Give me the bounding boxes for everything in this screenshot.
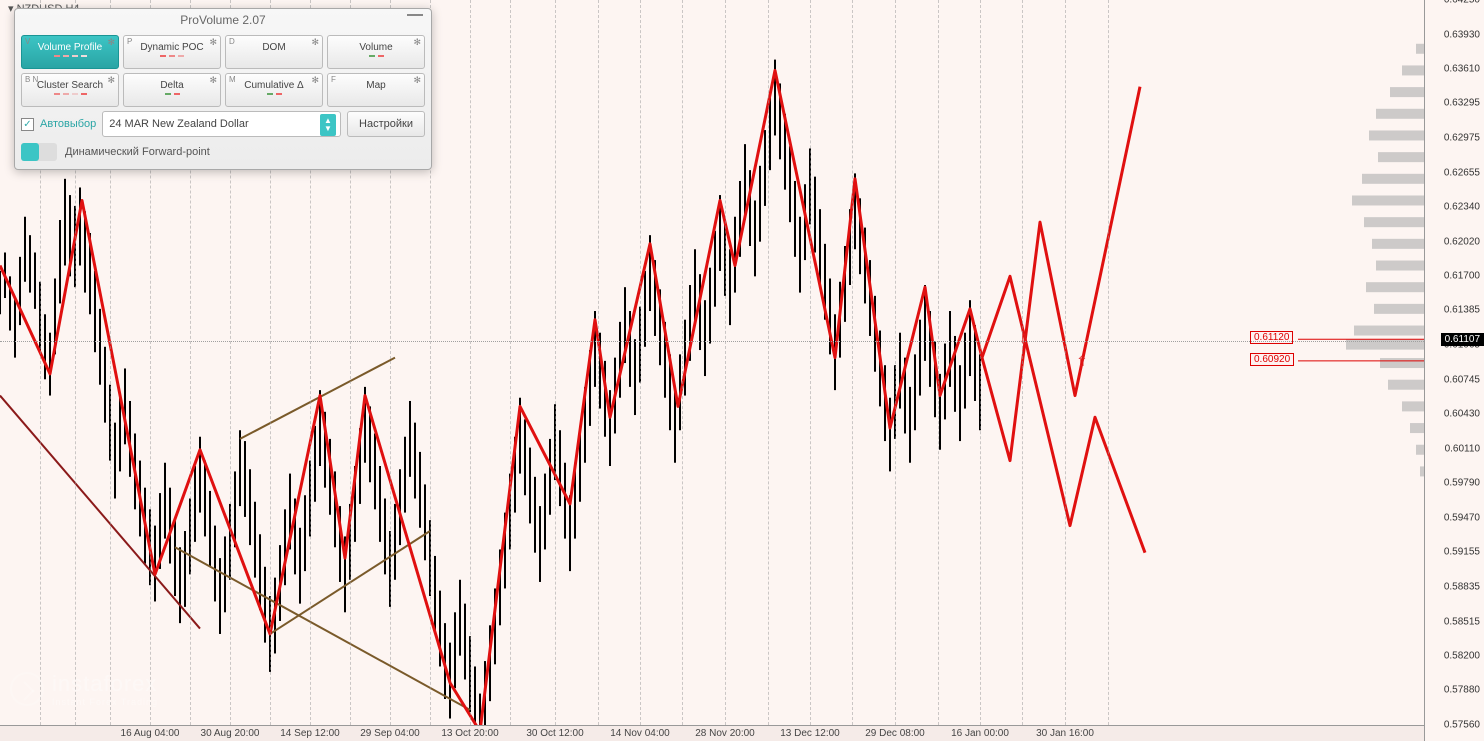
x-tick-label: 30 Aug 20:00 — [201, 728, 260, 739]
y-tick-label: 0.59470 — [1444, 513, 1480, 524]
gear-icon[interactable]: ✻ — [107, 75, 115, 86]
time-gridline — [1065, 0, 1066, 725]
panel-title: ProVolume 2.07 — [180, 13, 265, 27]
panel-btn-delta[interactable]: ✻Delta — [123, 73, 221, 107]
time-gridline — [895, 0, 896, 725]
panel-body: V✻Volume ProfileP✻Dynamic POCD✻DOM✻Volum… — [15, 31, 431, 169]
time-gridline — [1108, 0, 1109, 725]
price-label: 0.60920 — [1250, 353, 1294, 366]
y-tick-label: 0.58200 — [1444, 650, 1480, 661]
panel-titlebar[interactable]: ProVolume 2.07 — [15, 9, 431, 31]
button-row-1: V✻Volume ProfileP✻Dynamic POCD✻DOM✻Volum… — [21, 35, 425, 69]
autopick-checkbox[interactable]: ✓ — [21, 118, 34, 131]
current-price-line — [0, 341, 1424, 342]
x-tick-label: 14 Sep 12:00 — [280, 728, 340, 739]
panel-btn-cluster-search[interactable]: B N✻Cluster Search — [21, 73, 119, 107]
minimize-icon[interactable] — [407, 12, 423, 16]
settings-button[interactable]: Настройки — [347, 111, 425, 137]
x-tick-label: 30 Oct 12:00 — [526, 728, 583, 739]
up-arrow-icon: ⇧ — [1076, 353, 1088, 370]
x-tick-label: 13 Oct 20:00 — [441, 728, 498, 739]
time-gridline — [768, 0, 769, 725]
time-gridline — [852, 0, 853, 725]
current-price-tag: 0.61107 — [1441, 333, 1484, 346]
gear-icon[interactable]: ✻ — [413, 37, 421, 48]
y-tick-label: 0.64250 — [1444, 0, 1480, 6]
provolume-panel[interactable]: ProVolume 2.07 V✻Volume ProfileP✻Dynamic… — [14, 8, 432, 170]
select-arrows-icon[interactable]: ▲▼ — [320, 114, 336, 136]
time-gridline — [938, 0, 939, 725]
panel-btn-volume-profile[interactable]: V✻Volume Profile — [21, 35, 119, 69]
y-tick-label: 0.59790 — [1444, 478, 1480, 489]
watermark-tag: Instant Forex Trading — [52, 697, 158, 707]
x-tick-label: 29 Sep 04:00 — [360, 728, 420, 739]
gear-icon[interactable]: ✻ — [311, 75, 319, 86]
time-gridline — [725, 0, 726, 725]
y-tick-label: 0.60430 — [1444, 408, 1480, 419]
panel-btn-cumulative-[interactable]: M✻Cumulative Δ — [225, 73, 323, 107]
y-tick-label: 0.60745 — [1444, 374, 1480, 385]
y-tick-label: 0.58835 — [1444, 581, 1480, 592]
y-tick-label: 0.63930 — [1444, 29, 1480, 40]
gear-icon[interactable]: ✻ — [311, 37, 319, 48]
panel-btn-map[interactable]: F✻Map — [327, 73, 425, 107]
chart-container: ▾ NZDUSD.H4 ⇩⇧ 0.611200.60920 ProVolume … — [0, 0, 1484, 741]
x-tick-label: 29 Dec 08:00 — [865, 728, 925, 739]
instrument-row: ✓ Автовыбор 24 MAR New Zealand Dollar ▲▼… — [21, 111, 425, 137]
gear-icon[interactable]: ✻ — [413, 75, 421, 86]
y-tick-label: 0.57880 — [1444, 685, 1480, 696]
y-tick-label: 0.63610 — [1444, 64, 1480, 75]
y-tick-label: 0.58515 — [1444, 616, 1480, 627]
time-gridline — [510, 0, 511, 725]
gear-icon[interactable]: ✻ — [209, 37, 217, 48]
y-tick-label: 0.59155 — [1444, 547, 1480, 558]
watermark-brand: instaforex — [52, 671, 158, 697]
y-tick-label: 0.61385 — [1444, 305, 1480, 316]
time-gridline — [598, 0, 599, 725]
time-gridline — [1022, 0, 1023, 725]
x-tick-label: 28 Nov 20:00 — [695, 728, 755, 739]
instrument-value: 24 MAR New Zealand Dollar — [109, 118, 248, 130]
price-label: 0.61120 — [1250, 331, 1293, 344]
time-gridline — [810, 0, 811, 725]
instrument-select[interactable]: 24 MAR New Zealand Dollar ▲▼ — [102, 111, 341, 137]
x-tick-label: 30 Jan 16:00 — [1036, 728, 1094, 739]
y-tick-label: 0.62655 — [1444, 167, 1480, 178]
x-tick-label: 16 Jan 00:00 — [951, 728, 1009, 739]
time-gridline — [682, 0, 683, 725]
forward-point-row: Динамический Forward-point — [21, 143, 425, 165]
gear-icon[interactable]: ✻ — [107, 37, 115, 48]
panel-btn-volume[interactable]: ✻Volume — [327, 35, 425, 69]
button-row-2: B N✻Cluster Search✻DeltaM✻Cumulative ΔF✻… — [21, 73, 425, 107]
forward-label: Динамический Forward-point — [65, 146, 210, 158]
x-tick-label: 16 Aug 04:00 — [121, 728, 180, 739]
y-tick-label: 0.61700 — [1444, 271, 1480, 282]
y-tick-label: 0.62975 — [1444, 133, 1480, 144]
watermark-icon — [10, 672, 44, 706]
y-tick-label: 0.62340 — [1444, 201, 1480, 212]
watermark: instaforex Instant Forex Trading — [10, 671, 158, 707]
y-tick-label: 0.62020 — [1444, 236, 1480, 247]
panel-btn-dom[interactable]: D✻DOM — [225, 35, 323, 69]
chart-area[interactable]: ⇩⇧ 0.611200.60920 ProVolume 2.07 V✻Volum… — [0, 0, 1424, 725]
y-tick-label: 0.57560 — [1444, 720, 1480, 731]
time-gridline — [555, 0, 556, 725]
x-tick-label: 14 Nov 04:00 — [610, 728, 670, 739]
forward-toggle[interactable] — [21, 143, 57, 161]
time-gridline — [980, 0, 981, 725]
panel-btn-dynamic-poc[interactable]: P✻Dynamic POC — [123, 35, 221, 69]
y-tick-label: 0.63295 — [1444, 98, 1480, 109]
x-axis: 16 Aug 04:00 30 Aug 20:00 14 Sep 12:00 29 S… — [0, 725, 1424, 741]
time-gridline — [470, 0, 471, 725]
x-tick-label: 13 Dec 12:00 — [780, 728, 840, 739]
autopick-label: Автовыбор — [40, 118, 96, 130]
y-axis: 0.57560 0.57880 0.58200 0.58515 0.58835 0.591… — [1424, 0, 1484, 741]
gear-icon[interactable]: ✻ — [209, 75, 217, 86]
time-gridline — [640, 0, 641, 725]
y-tick-label: 0.60110 — [1445, 443, 1480, 454]
